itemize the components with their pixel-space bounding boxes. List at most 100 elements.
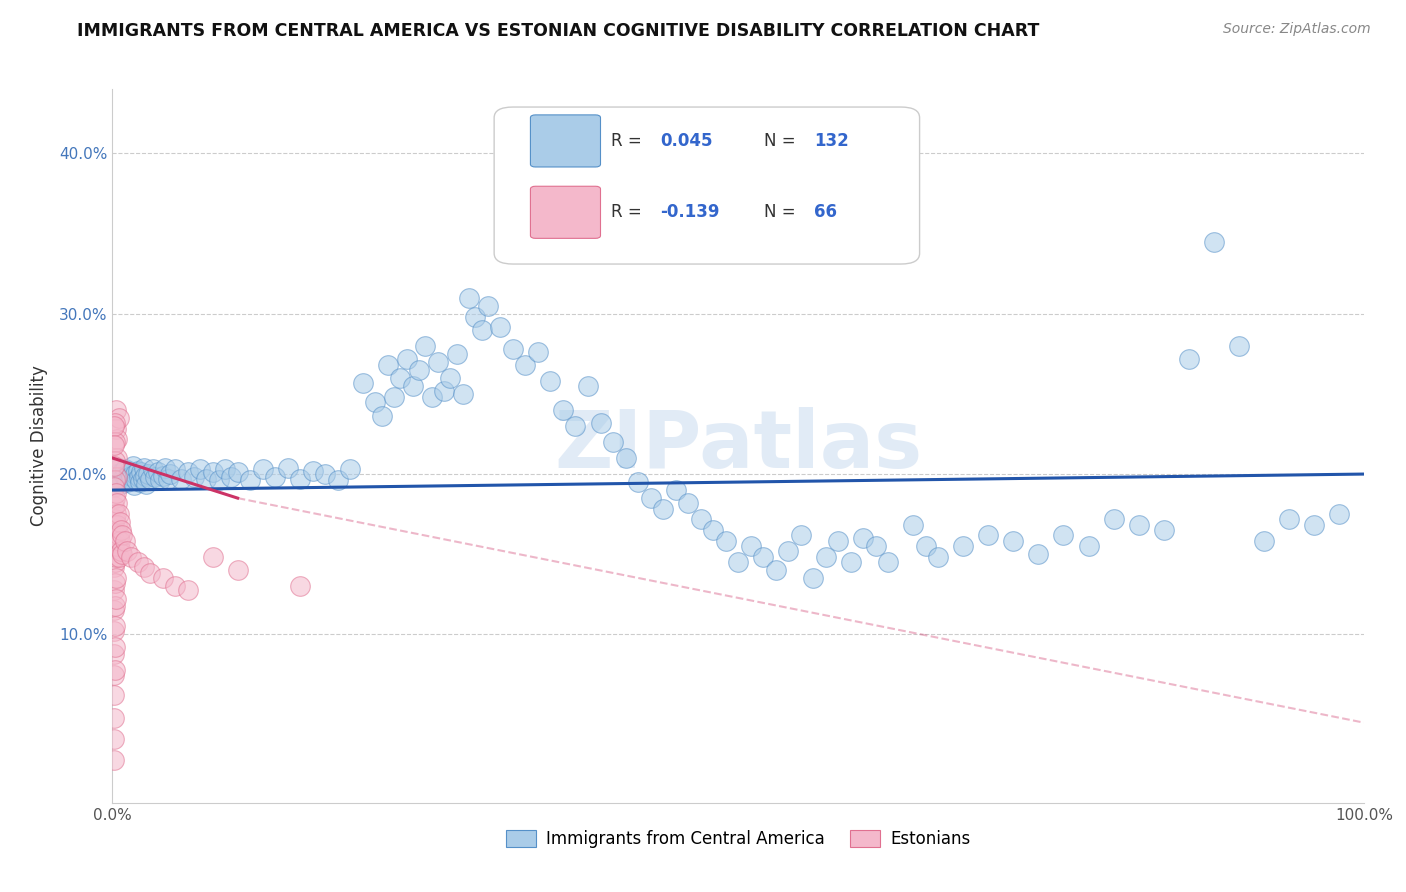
Legend: Immigrants from Central America, Estonians: Immigrants from Central America, Estonia…: [499, 823, 977, 855]
Point: [104, 472, 127, 486]
Point: [107, 518, 129, 533]
FancyBboxPatch shape: [530, 115, 600, 167]
Point: [104, 435, 127, 450]
Point: [395, 351, 418, 366]
Point: [108, 534, 131, 549]
Point: [1253, 534, 1275, 549]
Point: [104, 416, 127, 430]
Point: [103, 478, 125, 492]
Point: [104, 454, 127, 468]
Point: [502, 342, 524, 356]
Text: -0.139: -0.139: [661, 203, 720, 221]
Text: ZIPatlas: ZIPatlas: [554, 407, 922, 485]
Point: [527, 345, 550, 359]
Point: [153, 460, 176, 475]
Point: [115, 472, 138, 486]
Point: [129, 475, 152, 489]
Point: [1202, 235, 1225, 249]
Point: [103, 582, 125, 597]
Point: [903, 518, 925, 533]
Point: [1128, 518, 1150, 533]
Point: [589, 416, 612, 430]
Point: [382, 390, 405, 404]
Point: [110, 476, 132, 491]
Point: [104, 576, 127, 591]
Point: [105, 422, 128, 436]
Point: [377, 358, 399, 372]
Point: [188, 462, 211, 476]
Point: [117, 544, 139, 558]
Point: [143, 470, 166, 484]
Point: [103, 711, 125, 725]
Text: 132: 132: [814, 132, 849, 150]
Point: [176, 466, 198, 480]
Point: [252, 462, 274, 476]
Point: [176, 582, 198, 597]
Point: [114, 534, 136, 549]
Point: [226, 466, 249, 480]
Point: [159, 467, 181, 481]
Point: [107, 528, 129, 542]
Point: [118, 474, 141, 488]
Point: [576, 379, 599, 393]
Point: [458, 291, 481, 305]
Point: [107, 460, 129, 475]
Point: [108, 515, 131, 529]
Point: [1177, 351, 1199, 366]
Point: [627, 475, 650, 489]
Point: [104, 640, 127, 655]
Point: [103, 752, 125, 766]
Point: [105, 571, 128, 585]
Point: [132, 460, 155, 475]
Point: [790, 528, 813, 542]
Point: [124, 467, 146, 481]
Text: N =: N =: [765, 203, 801, 221]
Point: [451, 387, 474, 401]
Point: [877, 555, 900, 569]
Point: [326, 474, 349, 488]
Point: [105, 486, 128, 500]
Point: [614, 450, 637, 465]
Point: [801, 571, 824, 585]
Point: [127, 464, 149, 478]
Point: [408, 363, 430, 377]
Point: [339, 462, 361, 476]
Point: [538, 374, 561, 388]
Point: [676, 496, 699, 510]
Point: [111, 466, 134, 480]
Point: [114, 462, 136, 476]
Point: [107, 474, 129, 488]
Point: [117, 475, 139, 489]
Point: [201, 466, 224, 480]
Point: [352, 376, 374, 390]
Point: [105, 528, 128, 542]
Point: [208, 474, 231, 488]
Point: [103, 518, 125, 533]
Point: [277, 460, 299, 475]
Point: [927, 550, 949, 565]
Point: [136, 467, 159, 481]
Point: [1028, 547, 1050, 561]
Point: [640, 491, 662, 505]
Point: [314, 467, 336, 481]
Point: [103, 499, 125, 513]
Point: [170, 472, 193, 486]
Point: [149, 474, 172, 488]
Point: [778, 544, 800, 558]
Point: [752, 550, 775, 565]
Point: [1052, 528, 1074, 542]
Point: [163, 462, 186, 476]
Point: [152, 468, 174, 483]
Point: [111, 528, 134, 542]
Point: [118, 464, 141, 478]
Point: [290, 472, 312, 486]
Point: [221, 470, 243, 484]
Text: R =: R =: [610, 132, 647, 150]
Point: [915, 539, 938, 553]
Text: R =: R =: [610, 203, 647, 221]
Point: [727, 555, 749, 569]
Point: [141, 462, 163, 476]
Point: [103, 647, 125, 661]
Point: [163, 579, 186, 593]
Point: [103, 560, 125, 574]
